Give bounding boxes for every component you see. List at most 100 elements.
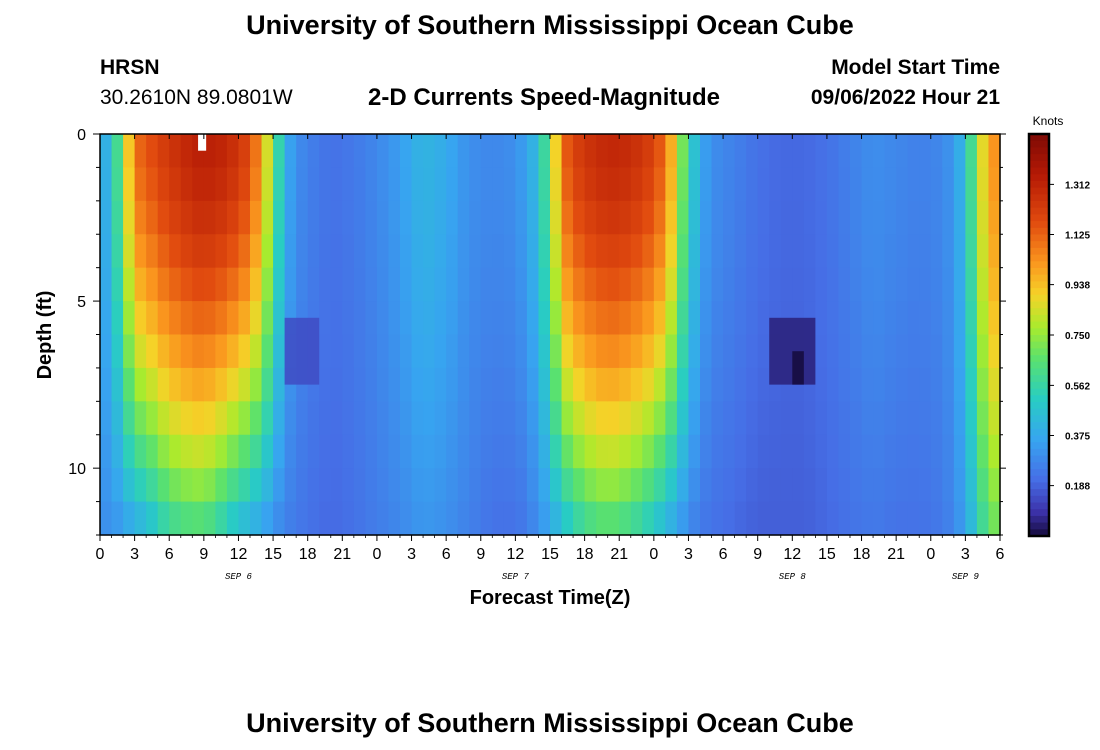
- heatmap-cell: [388, 401, 401, 436]
- heatmap-cell: [307, 267, 320, 302]
- heatmap-cell: [850, 434, 863, 469]
- x-tick-label: 15: [264, 546, 282, 563]
- heatmap-cell: [803, 401, 816, 436]
- heatmap-cell: [146, 401, 159, 436]
- heatmap-cell: [723, 501, 736, 536]
- heatmap-cell: [700, 167, 713, 202]
- heatmap-cell: [296, 267, 309, 302]
- heatmap-cell: [700, 367, 713, 402]
- heatmap-cell: [884, 267, 897, 302]
- heatmap-cell: [411, 367, 424, 402]
- heatmap-cell: [907, 267, 920, 302]
- heatmap-cell: [100, 134, 113, 169]
- heatmap-cell: [111, 200, 124, 235]
- heatmap-cell: [423, 301, 436, 336]
- heatmap-cell: [238, 334, 251, 369]
- heatmap-cell: [723, 167, 736, 202]
- heatmap-cell: [226, 301, 240, 336]
- heatmap-cell: [400, 334, 413, 369]
- colorbar-swatch: [1029, 308, 1049, 316]
- heatmap-cell: [584, 267, 597, 302]
- heatmap-cell: [330, 401, 343, 436]
- heatmap-cell: [988, 167, 1001, 202]
- heatmap-cell: [976, 200, 990, 235]
- heatmap-cell: [411, 200, 424, 235]
- heatmap-cell: [653, 267, 666, 302]
- heatmap-cell: [134, 167, 147, 202]
- heatmap-cell: [803, 167, 816, 202]
- heatmap-cell: [873, 200, 886, 235]
- heatmap-cell: [446, 234, 459, 269]
- heatmap-cell: [411, 234, 424, 269]
- heatmap-cell: [365, 434, 378, 469]
- heatmap-cell: [573, 367, 586, 402]
- heatmap-cell: [261, 234, 274, 269]
- heatmap-cell: [838, 401, 851, 436]
- heatmap-cell: [734, 234, 747, 269]
- heatmap-cell: [723, 301, 736, 336]
- heatmap-cell: [826, 134, 840, 169]
- colorbar-swatch: [1029, 288, 1049, 296]
- heatmap-cell: [826, 301, 840, 336]
- heatmap-cell: [734, 334, 747, 369]
- colorbar-swatch: [1029, 515, 1049, 524]
- heatmap-cell: [388, 468, 401, 503]
- heatmap-cell: [123, 134, 136, 169]
- heatmap-cell: [953, 468, 966, 503]
- heatmap-cell: [965, 434, 978, 469]
- date-label: SEP 6: [225, 572, 253, 582]
- heatmap-cell: [296, 468, 309, 503]
- heatmap-cell: [861, 501, 874, 536]
- heatmap-cell: [111, 134, 124, 169]
- heatmap-cell: [330, 301, 343, 336]
- low-speed-patch: [284, 317, 320, 385]
- heatmap-cell: [815, 267, 828, 302]
- heatmap-cell: [792, 167, 805, 202]
- heatmap-cell: [538, 401, 551, 436]
- heatmap-cell: [434, 468, 447, 503]
- heatmap-cell: [965, 267, 978, 302]
- heatmap-cell: [676, 134, 690, 169]
- heatmap-cell: [988, 301, 1001, 336]
- colorbar-swatch: [1029, 422, 1049, 430]
- heatmap-cell: [365, 501, 378, 536]
- heatmap-cell: [907, 167, 920, 202]
- heatmap-cell: [953, 301, 966, 336]
- heatmap-cell: [965, 234, 978, 269]
- heatmap-cell: [596, 134, 609, 169]
- heatmap-cell: [873, 134, 886, 169]
- heatmap-cell: [850, 301, 863, 336]
- heatmap-cell: [123, 334, 136, 369]
- heatmap-cell: [250, 134, 263, 169]
- heatmap-cell: [700, 501, 713, 536]
- heatmap-cell: [988, 501, 1001, 536]
- heatmap-cell: [411, 167, 424, 202]
- heatmap-cell: [942, 468, 955, 503]
- heatmap-cell: [907, 401, 920, 436]
- heatmap-cell: [480, 234, 493, 269]
- heatmap-cell: [676, 267, 690, 302]
- heatmap-cell: [780, 501, 793, 536]
- heatmap-cell: [203, 167, 216, 202]
- heatmap-cell: [192, 468, 205, 503]
- heatmap-cell: [503, 434, 516, 469]
- heatmap-cell: [238, 434, 251, 469]
- heatmap-cell: [769, 401, 782, 436]
- heatmap-cell: [630, 267, 643, 302]
- heatmap-cell: [192, 267, 205, 302]
- heatmap-cell: [711, 167, 724, 202]
- heatmap-cell: [792, 468, 805, 503]
- heatmap-cell: [780, 234, 793, 269]
- heatmap-cell: [780, 401, 793, 436]
- heatmap-cell: [273, 401, 286, 436]
- heatmap-cell: [976, 267, 990, 302]
- heatmap-cell: [423, 468, 436, 503]
- heatmap-cell: [388, 234, 401, 269]
- heatmap-cell: [561, 367, 574, 402]
- heatmap-cell: [492, 468, 505, 503]
- heatmap-cell: [319, 200, 332, 235]
- heatmap-cell: [526, 234, 540, 269]
- heatmap-cell: [203, 134, 216, 169]
- heatmap-cell: [676, 468, 690, 503]
- heatmap-cells: [100, 134, 1001, 536]
